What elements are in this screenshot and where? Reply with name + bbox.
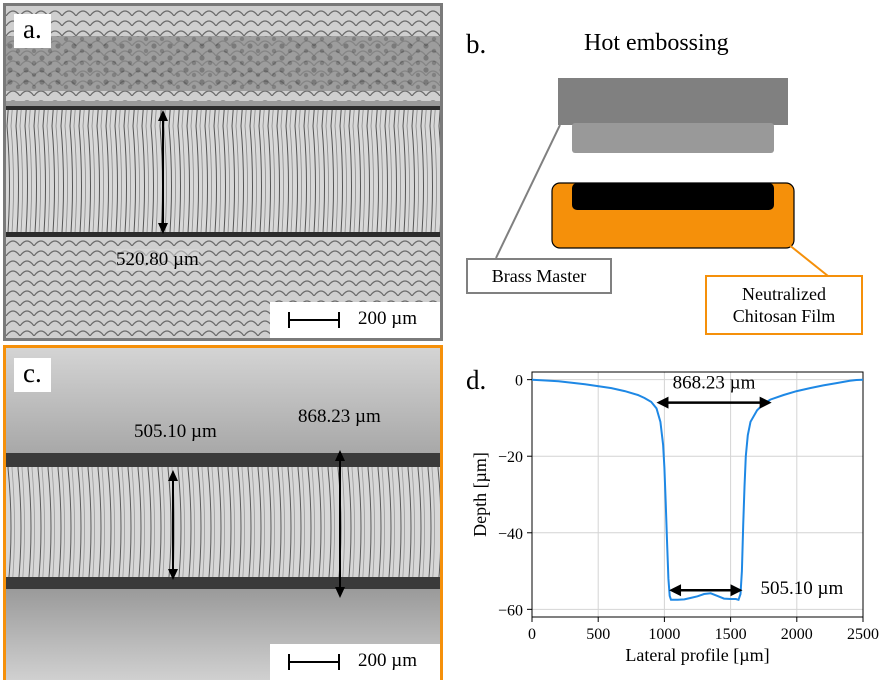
depth-profile-chart: 0 500 1000 1500 2000 2500 0 −20 −40 −60 Lateral pr… — [470, 371, 879, 665]
brass-master-stamp — [572, 123, 774, 153]
embossing-diagram — [495, 78, 829, 277]
x-tick-label: 500 — [586, 626, 610, 643]
film-label-line1: Neutralized — [742, 284, 826, 304]
annotation-arrowhead — [656, 396, 669, 409]
panel-d-chart: d. 0 500 1000 1500 2000 2500 0 −20 −40 −60 Lateral… — [448, 345, 883, 680]
panel-b-letter: b. — [466, 29, 487, 59]
x-tick-label: 0 — [528, 626, 536, 643]
panel-c-letter: c. — [14, 358, 51, 392]
x-tick-label: 1000 — [648, 626, 680, 643]
master-leader-line — [495, 124, 561, 259]
panel-d-letter: d. — [466, 365, 487, 395]
scale-label: 200 µm — [358, 650, 417, 671]
y-tick-label: −40 — [498, 526, 523, 543]
scale-bar — [288, 312, 340, 328]
film-label-line2: Chitosan Film — [732, 306, 836, 326]
scale-bar — [288, 654, 340, 670]
schematic-title: Hot embossing — [584, 30, 729, 56]
annotation-arrowhead — [669, 584, 682, 597]
y-tick-label: −20 — [498, 449, 523, 466]
chitosan-film-label: Neutralized Chitosan Film — [705, 275, 863, 335]
x-axis-label: Lateral profile [µm] — [625, 645, 769, 665]
annotation-arrowhead — [759, 396, 772, 409]
annotation-arrowhead — [730, 584, 743, 597]
series-line — [531, 378, 864, 602]
scale-label: 200 µm — [358, 308, 417, 329]
brass-master-top — [558, 78, 788, 125]
panel-c-scale: 200 µm — [270, 644, 440, 680]
panel-c-micrograph: c. 505.10 µm 868.23 µm 200 µm — [3, 345, 443, 680]
film-leader-line — [787, 243, 829, 277]
panel-a-letter: a. — [14, 14, 51, 48]
panel-a-micrograph: a. 520.80 µm 200 µm — [3, 3, 443, 341]
y-tick-label: −60 — [498, 602, 523, 619]
panel-c-measurement-right: 868.23 µm — [298, 406, 381, 427]
x-tick-label: 2000 — [781, 626, 813, 643]
plot-frame — [531, 371, 864, 618]
annotation-label: 868.23 µm — [673, 373, 756, 394]
x-tick-label: 1500 — [715, 626, 747, 643]
annotation-label: 505.10 µm — [761, 578, 844, 599]
y-tick-label: 0 — [515, 373, 523, 390]
panel-a-scale: 200 µm — [270, 302, 440, 338]
micrograph-c-image — [6, 348, 440, 680]
panel-b-schematic: b. Hot embossing Brass Master Neutralize… — [448, 0, 883, 340]
micrograph-a-image — [6, 6, 440, 338]
film-mold-cavity — [572, 183, 774, 210]
panel-c-measurement-left: 505.10 µm — [134, 421, 217, 442]
y-axis-label: Depth [µm] — [470, 452, 490, 537]
x-tick-label: 2500 — [847, 626, 879, 643]
brass-master-label: Brass Master — [466, 258, 612, 294]
panel-a-measurement: 520.80 µm — [116, 249, 199, 271]
